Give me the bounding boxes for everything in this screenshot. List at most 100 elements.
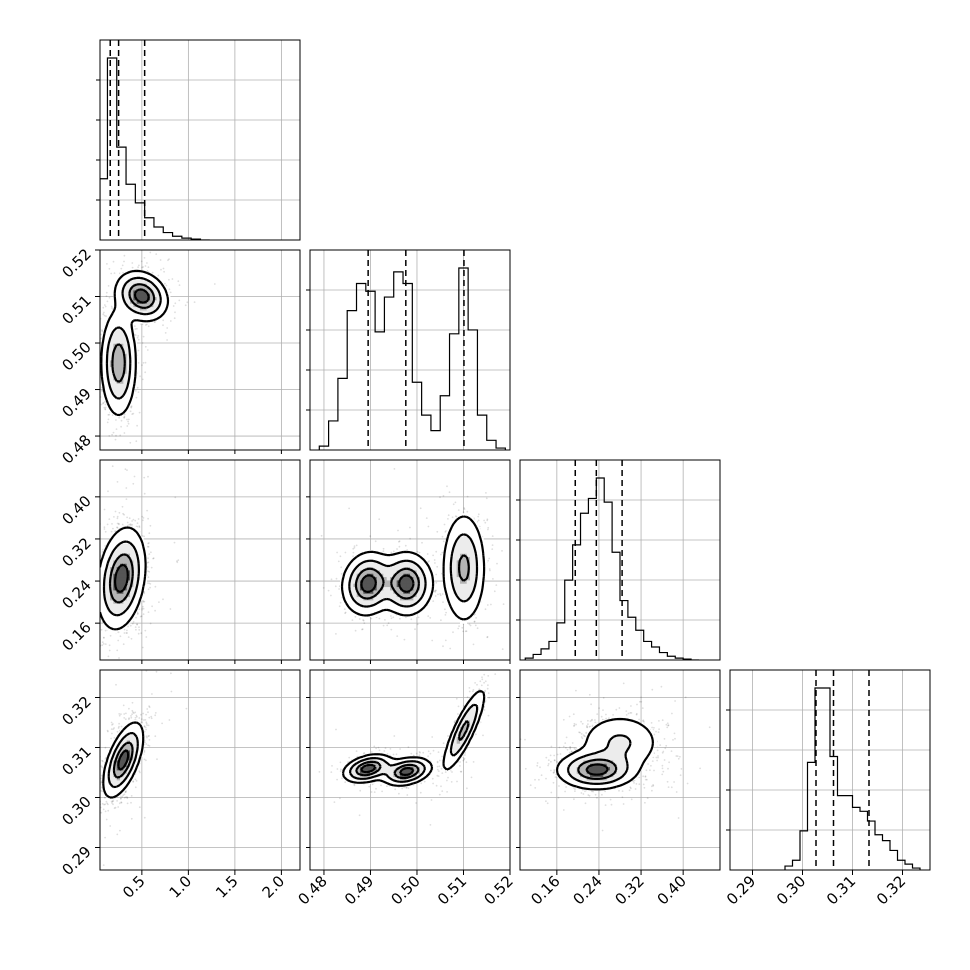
density-cell <box>110 326 114 331</box>
density-cell <box>120 373 124 378</box>
scatter-point <box>464 630 467 633</box>
scatter-point <box>174 302 177 305</box>
scatter-point <box>96 583 98 585</box>
density-cell <box>100 590 104 594</box>
density-cell <box>116 303 121 308</box>
scatter-point <box>121 505 124 508</box>
density-cell <box>123 573 128 578</box>
density-cell <box>136 596 141 601</box>
density-cell <box>126 530 131 534</box>
scatter-point <box>134 519 137 522</box>
scatter-point <box>173 317 176 320</box>
density-cell <box>113 380 118 384</box>
density-cell <box>133 536 138 541</box>
density-cell <box>106 576 111 581</box>
scatter-point <box>138 608 141 611</box>
scatter-point <box>129 465 131 467</box>
scatter-point <box>441 572 443 575</box>
density-cell <box>100 583 104 588</box>
density-cell <box>126 303 131 308</box>
density-cell <box>123 556 128 561</box>
density-cell <box>110 370 114 374</box>
scatter-point <box>335 577 338 580</box>
density-cell <box>136 280 141 284</box>
scatter-point <box>84 563 86 565</box>
scatter-point <box>486 518 489 521</box>
density-cell <box>130 366 134 371</box>
density-cell <box>123 566 128 571</box>
density-cell <box>150 286 154 291</box>
density-cell <box>103 380 108 384</box>
density-cell <box>120 356 124 361</box>
scatter-point <box>104 305 107 308</box>
scatter-point <box>327 589 330 592</box>
scatter-point <box>150 454 152 456</box>
density-cell <box>120 296 124 301</box>
density-cell <box>110 603 114 608</box>
density-cell <box>120 353 124 358</box>
density-cell <box>136 536 141 541</box>
scatter-point <box>162 267 165 270</box>
scatter-point <box>100 333 102 336</box>
scatter-point <box>158 601 160 603</box>
density-cell <box>133 320 138 324</box>
panel-frame <box>99 39 301 241</box>
density-cell <box>130 530 134 534</box>
scatter-point <box>141 456 143 458</box>
density-cell <box>116 376 121 381</box>
density-cell <box>110 583 114 588</box>
density-cell <box>103 370 108 374</box>
scatter-point <box>95 516 97 518</box>
scatter-point <box>131 266 134 269</box>
density-cell <box>120 583 124 588</box>
density-cell <box>123 600 128 604</box>
density-cell <box>106 400 111 404</box>
density-cell <box>103 563 108 568</box>
scatter-point <box>454 515 457 517</box>
scatter-point <box>491 548 494 550</box>
density-cell <box>123 616 128 621</box>
density-cell <box>116 310 121 314</box>
density-cell <box>130 540 134 544</box>
density-cell <box>126 556 131 561</box>
scatter-point <box>107 665 109 667</box>
density-cell <box>116 323 121 328</box>
density-cell <box>113 610 118 614</box>
density-cell <box>123 326 128 331</box>
scatter-point <box>91 385 93 387</box>
density-cell <box>130 280 134 284</box>
density-cell <box>133 603 138 608</box>
density-cell <box>123 530 128 534</box>
scatter-point <box>107 418 110 421</box>
density-cell <box>156 283 161 288</box>
scatter-point <box>104 408 107 410</box>
density-cell <box>120 343 124 348</box>
scatter-point <box>439 594 442 597</box>
density-cell <box>133 316 138 321</box>
density-cell <box>130 373 134 378</box>
density-cell <box>113 556 118 561</box>
density-cell <box>116 576 121 581</box>
scatter-point <box>118 452 120 454</box>
density-cell <box>150 306 154 311</box>
density-cell <box>106 546 111 551</box>
scatter-point <box>501 648 504 650</box>
density-cell <box>100 570 104 574</box>
density-cell <box>130 606 134 611</box>
density-cell <box>120 610 124 614</box>
density-cell <box>136 306 141 311</box>
scatter-point <box>486 604 489 606</box>
scatter-point <box>131 262 134 264</box>
scatter-point <box>337 560 340 563</box>
density-cell <box>116 293 121 298</box>
density-cell <box>120 336 124 341</box>
scatter-point <box>122 643 125 646</box>
density-cell <box>126 566 131 571</box>
scatter-point <box>142 519 144 522</box>
density-cell <box>136 316 141 321</box>
scatter-point <box>164 332 167 334</box>
density-cell <box>113 593 118 598</box>
density-cell <box>110 336 114 341</box>
density-cell <box>130 363 134 368</box>
density-cell <box>113 566 118 571</box>
